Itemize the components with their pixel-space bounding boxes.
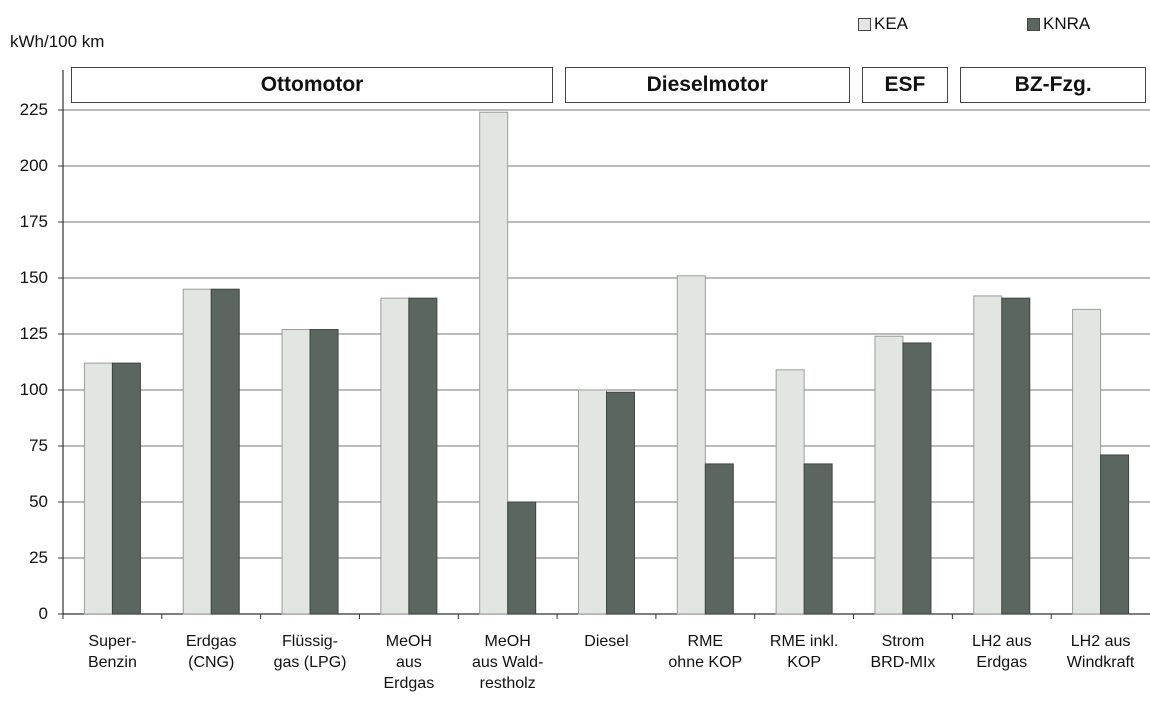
x-category-label: Flüssig- gas (LPG) — [273, 633, 347, 671]
y-tick-label: 125 — [19, 324, 48, 343]
bar-knra — [902, 342, 932, 615]
group-header-box: Dieselmotor — [565, 67, 850, 103]
bar-kea — [281, 329, 311, 615]
x-category-label: LH2 aus Windkraft — [1066, 633, 1135, 671]
legend-swatch-kea — [858, 17, 871, 31]
legend-swatch-knra — [1027, 17, 1040, 31]
x-category-label: Diesel — [584, 633, 629, 650]
bar-kea — [380, 297, 410, 615]
bar-kea — [182, 288, 212, 615]
x-category-label: RME ohne KOP — [668, 633, 743, 671]
y-tick-label: 150 — [19, 268, 48, 287]
x-category-label: MeOH aus Erdgas — [383, 633, 435, 692]
y-tick-label: 25 — [29, 548, 48, 567]
bar-kea — [578, 389, 607, 615]
x-category-label: Super- Benzin — [87, 633, 137, 671]
bar-knra — [803, 463, 833, 615]
bar-knra — [507, 501, 537, 615]
x-category-label: Erdgas (CNG) — [185, 633, 237, 671]
legend-label-kea: KEA — [874, 14, 909, 33]
y-tick-label: 225 — [19, 100, 48, 119]
x-category-label: Strom BRD-MIx — [870, 633, 936, 671]
bar-kea — [775, 369, 805, 615]
x-category-label: RME inkl. KOP — [769, 633, 839, 671]
y-tick-label: 175 — [19, 212, 48, 231]
bar-knra — [210, 288, 240, 615]
bar-kea — [973, 295, 1003, 615]
bar-knra — [408, 297, 438, 615]
x-category-label: MeOH aus Wald- restholz — [471, 633, 544, 692]
bar-knra — [309, 329, 339, 615]
y-tick-label: 0 — [38, 604, 48, 623]
y-tick-label: 50 — [29, 492, 48, 511]
bar-knra — [606, 391, 635, 615]
y-axis-label: kWh/100 km — [10, 32, 105, 51]
legend-label-knra: KNRA — [1043, 14, 1091, 33]
legend-item-kea: KEA — [858, 14, 908, 34]
group-header-box: BZ-Fzg. — [960, 67, 1146, 103]
bar-knra — [1001, 297, 1031, 615]
y-tick-label: 100 — [19, 380, 48, 399]
x-category-label: LH2 aus Erdgas — [971, 633, 1032, 671]
y-tick-label: 75 — [29, 436, 48, 455]
bar-kea — [83, 362, 113, 615]
group-header-box: Ottomotor — [71, 67, 554, 103]
bar-kea — [1072, 308, 1102, 615]
bar-knra — [1100, 454, 1130, 615]
legend-item-knra: KNRA — [1027, 14, 1090, 34]
y-tick-label: 200 — [19, 156, 48, 175]
bar-knra — [704, 463, 734, 615]
bar-knra — [111, 362, 141, 615]
bar-kea — [874, 335, 904, 615]
bar-kea — [479, 111, 509, 615]
group-header-box: ESF — [861, 67, 949, 103]
bar-kea — [676, 275, 706, 615]
